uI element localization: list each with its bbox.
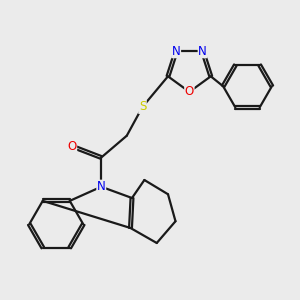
Text: N: N — [198, 45, 207, 58]
Text: S: S — [139, 100, 146, 113]
Text: O: O — [185, 85, 194, 98]
Text: O: O — [68, 140, 76, 153]
Text: N: N — [172, 45, 181, 58]
Text: N: N — [97, 180, 106, 193]
